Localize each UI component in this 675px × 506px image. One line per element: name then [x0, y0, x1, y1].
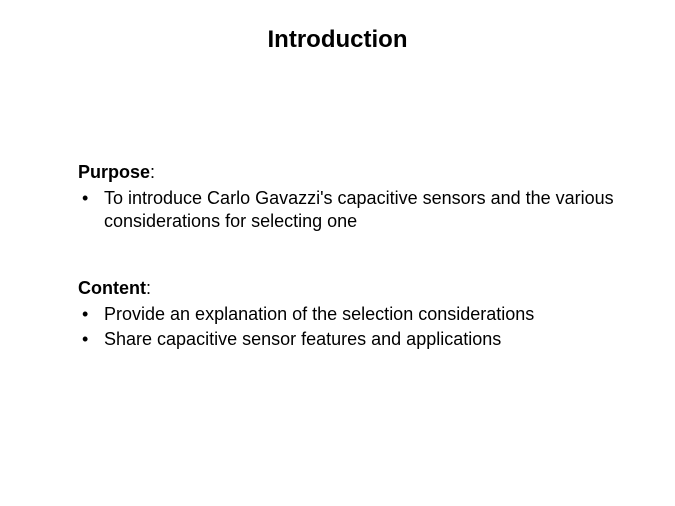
- slide-content: Purpose: To introduce Carlo Gavazzi's ca…: [0, 54, 675, 352]
- colon: :: [146, 278, 151, 298]
- purpose-bullets: To introduce Carlo Gavazzi's capacitive …: [78, 187, 615, 234]
- content-bullets: Provide an explanation of the selection …: [78, 303, 615, 352]
- purpose-section: Purpose: To introduce Carlo Gavazzi's ca…: [78, 162, 615, 234]
- bullet-item: Share capacitive sensor features and app…: [78, 328, 615, 351]
- bullet-item: Provide an explanation of the selection …: [78, 303, 615, 326]
- colon: :: [150, 162, 155, 182]
- purpose-label: Purpose: [78, 162, 150, 182]
- content-section: Content: Provide an explanation of the s…: [78, 278, 615, 352]
- bullet-item: To introduce Carlo Gavazzi's capacitive …: [78, 187, 615, 234]
- content-label: Content: [78, 278, 146, 298]
- slide-title: Introduction: [0, 0, 675, 54]
- purpose-heading: Purpose:: [78, 162, 615, 183]
- content-heading: Content:: [78, 278, 615, 299]
